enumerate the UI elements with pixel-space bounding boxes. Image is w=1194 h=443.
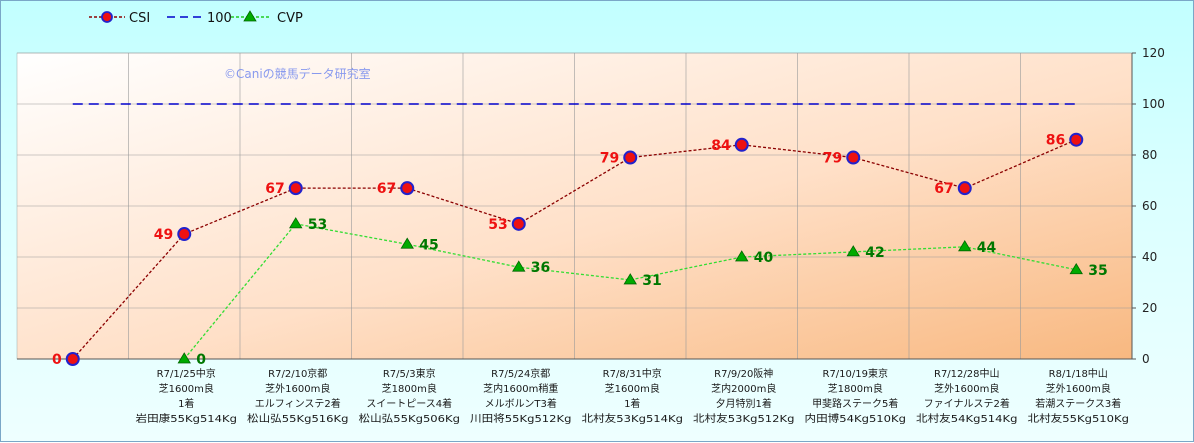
cvp-data-label: 31 — [642, 273, 661, 289]
x-tick-label: 1着 — [178, 397, 194, 410]
x-tick-label: 松山弘55Kg516Kg — [247, 412, 349, 425]
y-tick-label: 80 — [1142, 148, 1157, 162]
cvp-point — [1069, 262, 1083, 275]
y-tick-label: 100 — [1142, 97, 1165, 111]
x-tick-label: 芝1800m良 — [828, 382, 883, 395]
csi-data-label: 79 — [823, 151, 842, 167]
csi-data-label: 67 — [934, 181, 953, 197]
x-tick-label: R7/5/3東京 — [383, 367, 436, 380]
cvp-point — [623, 273, 637, 285]
x-tick-label: R8/1/18中山 — [1049, 367, 1108, 380]
x-tick-label: 1着 — [624, 397, 640, 410]
cvp-data-label: 45 — [419, 237, 438, 253]
cvp-data-label: 53 — [308, 217, 327, 233]
csi-data-label: 53 — [488, 217, 507, 233]
csi-data-label: 49 — [154, 227, 173, 243]
x-tick-label: R7/1/25中京 — [157, 367, 216, 380]
x-tick-label: 芝内2000m良 — [711, 382, 776, 395]
csi-point — [288, 181, 303, 196]
cvp-point — [289, 217, 303, 229]
cvp-point — [735, 250, 749, 262]
x-tick-label: R7/12/28中山 — [934, 367, 1000, 380]
csi-data-label: 67 — [377, 181, 396, 197]
cvp-data-label: 35 — [1088, 263, 1107, 279]
x-axis: R7/1/25中京芝1600m良1着岩田康55Kg514KgR7/2/10京都芝… — [136, 367, 1130, 425]
x-tick-label: 北村友53Kg512Kg — [693, 412, 795, 425]
csi-point — [734, 137, 749, 152]
cvp-data-label: 44 — [977, 240, 997, 256]
x-tick-label: 北村友55Kg510Kg — [1028, 412, 1130, 425]
x-tick-label: 松山弘55Kg506Kg — [359, 412, 461, 425]
x-tick-label: 芝1600m良 — [159, 382, 214, 395]
legend-label: CSI — [129, 11, 150, 26]
csi-data-label: 0 — [52, 352, 62, 368]
x-tick-label: 岩田康55Kg514Kg — [136, 412, 238, 425]
series-layer: 0 49 67 67 53 79 84 79 67 86 0 53 45 36 31 40 42 44 35 — [52, 103, 1108, 368]
y-tick-label: 20 — [1142, 301, 1157, 315]
legend-marker-csi — [101, 11, 113, 23]
x-tick-label: R7/2/10京都 — [268, 367, 327, 380]
csi-point — [623, 150, 638, 165]
x-tick-label: 川田将55Kg512Kg — [470, 413, 572, 425]
cvp-point — [512, 260, 526, 272]
csi-data-label: 67 — [265, 181, 284, 197]
x-tick-label: エルフィンステ2着 — [255, 397, 341, 410]
csi-point — [1069, 132, 1084, 147]
x-tick-label: 夕月特別1着 — [716, 397, 772, 410]
x-tick-label: 芝外1600m良 — [265, 382, 330, 395]
x-tick-label: スイートピース4着 — [366, 397, 452, 410]
x-tick-label: メルボルンT3着 — [485, 397, 557, 410]
cvp-point — [958, 240, 972, 252]
x-tick-label: 若潮ステークス3着 — [1035, 397, 1121, 410]
csi-data-label: 84 — [711, 138, 731, 154]
x-tick-label: ファイナルステ2着 — [924, 397, 1010, 410]
watermark-text: ©Caniの競馬データ研究室 — [224, 66, 371, 81]
y-tick-label: 40 — [1142, 250, 1157, 264]
legend-marker-cvp — [243, 10, 257, 22]
y-tick-label: 60 — [1142, 199, 1157, 213]
cvp-point — [177, 352, 191, 364]
cvp-point — [846, 245, 860, 257]
cvp-data-label: 36 — [531, 260, 550, 276]
cvp-point — [400, 237, 414, 249]
series-line-csi — [72, 139, 1077, 360]
legend-label: 100 — [207, 11, 232, 26]
legend-label: CVP — [277, 11, 303, 26]
x-tick-label: R7/8/31中京 — [603, 367, 662, 380]
y-tick-label: 120 — [1142, 46, 1165, 60]
x-tick-label: 芝1800m良 — [382, 382, 437, 395]
cvp-data-label: 40 — [754, 250, 774, 266]
cvp-data-label: 42 — [865, 245, 884, 261]
csi-data-label: 79 — [600, 151, 619, 167]
x-tick-label: R7/5/24京都 — [491, 367, 550, 380]
csi-point — [511, 216, 526, 231]
x-tick-label: 芝内1600m稍重 — [483, 382, 558, 395]
y-axis: 0 20 40 60 80 100 120 — [17, 46, 1165, 366]
csi-data-label: 86 — [1046, 133, 1065, 149]
y-tick-label: 0 — [1142, 352, 1150, 366]
cvp-data-label: 0 — [196, 352, 206, 368]
x-tick-label: 芝外1600m良 — [1046, 382, 1111, 395]
csi-point — [400, 181, 415, 196]
x-tick-label: 芝1600m良 — [605, 382, 660, 395]
x-tick-label: 芝外1600m良 — [934, 382, 999, 395]
legend: CSI 100 CVP — [89, 10, 303, 26]
x-tick-label: 北村友53Kg514Kg — [582, 412, 684, 425]
x-tick-label: R7/9/20阪神 — [714, 367, 773, 380]
x-tick-label: R7/10/19東京 — [823, 367, 889, 380]
csi-point — [65, 352, 80, 366]
csi-point — [846, 150, 861, 165]
x-tick-label: 甲斐路ステーク5着 — [812, 397, 898, 410]
x-tick-label: 北村友54Kg514Kg — [916, 412, 1018, 425]
x-tick-label: 内田博54Kg510Kg — [805, 412, 907, 425]
series-line-cvp — [183, 223, 1077, 360]
csi-point — [177, 227, 192, 242]
csi-point — [957, 181, 972, 196]
